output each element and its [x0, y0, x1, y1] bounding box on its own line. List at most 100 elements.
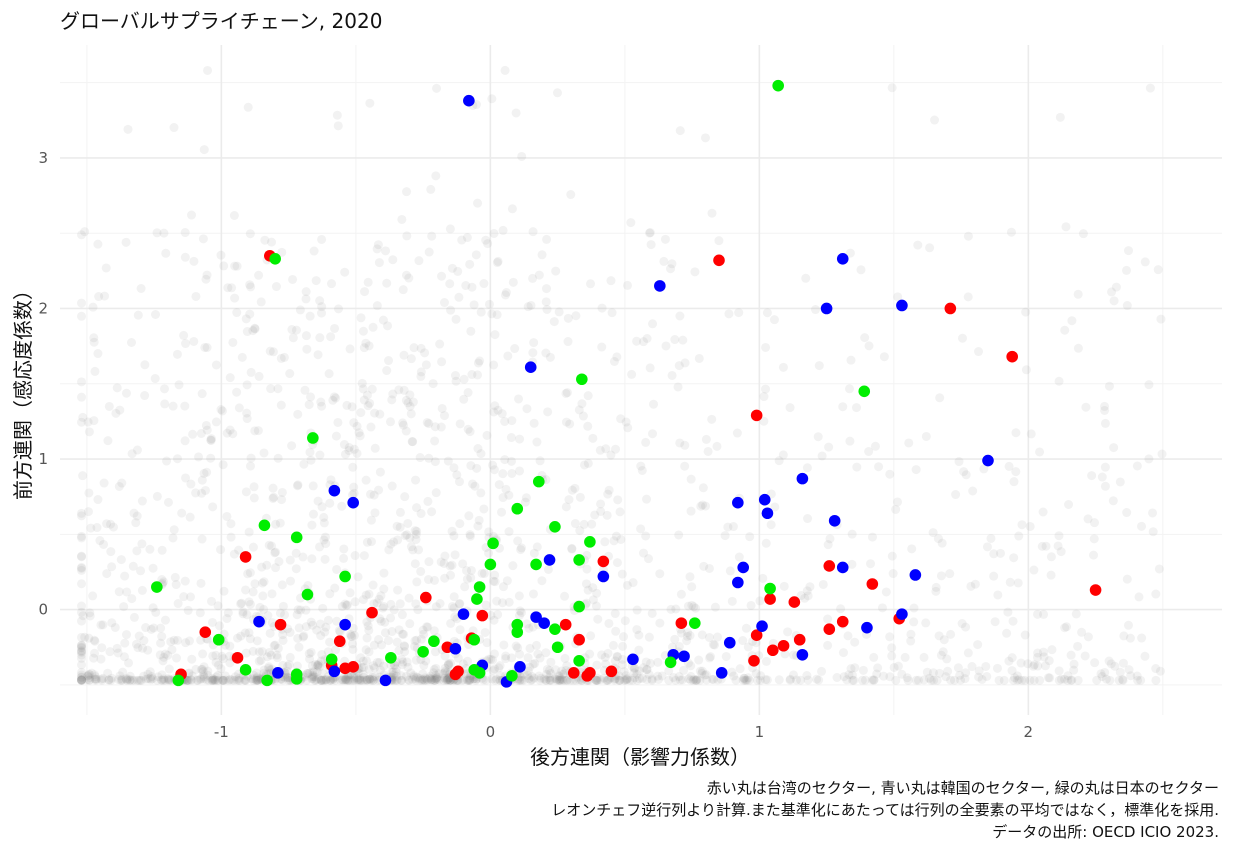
background-point: [544, 665, 554, 675]
background-point: [252, 675, 262, 685]
background-point: [416, 674, 426, 684]
background-point: [317, 302, 327, 312]
background-point: [316, 656, 326, 666]
background-point: [1062, 622, 1072, 632]
background-point: [343, 675, 353, 685]
background-point: [208, 674, 218, 684]
background-point: [422, 675, 432, 685]
background-point: [398, 657, 408, 667]
background-point: [712, 441, 722, 451]
background-point: [612, 652, 622, 662]
background-point: [368, 322, 378, 332]
background-point: [403, 518, 413, 528]
background-point: [243, 569, 253, 579]
background-point: [206, 434, 216, 444]
background-point: [549, 317, 559, 327]
background-point: [601, 675, 611, 685]
background-point: [386, 613, 396, 623]
background-point: [554, 307, 564, 317]
background-point: [406, 409, 416, 419]
background-point: [1003, 607, 1013, 617]
background-point: [400, 531, 410, 541]
background-point: [391, 675, 401, 685]
background-point: [583, 458, 593, 468]
background-point: [163, 673, 173, 683]
background-point: [391, 664, 401, 674]
background-point: [852, 462, 862, 472]
background-point: [330, 323, 340, 333]
background-point: [368, 675, 378, 685]
background-point: [346, 631, 356, 641]
background-point: [409, 672, 419, 682]
background-point: [339, 672, 349, 682]
background-point: [680, 440, 690, 450]
background-point: [213, 670, 223, 680]
background-point: [320, 532, 330, 542]
background-point: [77, 653, 87, 663]
background-point: [1020, 630, 1030, 640]
background-point: [222, 511, 232, 521]
background-point: [321, 622, 331, 632]
background-point: [133, 643, 143, 653]
background-point: [762, 675, 772, 685]
background-point: [149, 623, 159, 633]
background-point: [363, 401, 373, 411]
background-point: [404, 593, 414, 603]
background-point: [99, 478, 109, 488]
background-point: [443, 456, 453, 466]
background-point: [332, 616, 342, 626]
background-point: [349, 482, 359, 492]
background-point: [354, 675, 364, 685]
background-point: [1060, 325, 1070, 335]
background-point: [632, 669, 642, 679]
background-point: [1122, 265, 1132, 275]
background-point: [974, 666, 984, 676]
background-point: [316, 675, 326, 685]
korea-point: [796, 648, 809, 661]
background-point: [77, 675, 87, 685]
background-point: [430, 675, 440, 685]
background-point: [919, 652, 929, 662]
background-point: [219, 261, 229, 271]
background-point: [454, 477, 464, 487]
background-point: [1016, 658, 1026, 668]
background-point: [695, 666, 705, 676]
background-point: [913, 675, 923, 685]
background-point: [592, 588, 602, 598]
background-point: [541, 348, 551, 358]
background-point: [248, 542, 258, 552]
background-point: [1096, 669, 1106, 679]
background-point: [729, 671, 739, 681]
background-point: [596, 675, 606, 685]
background-point: [451, 314, 461, 324]
taiwan-point: [823, 623, 836, 635]
background-point: [313, 350, 323, 360]
background-point: [77, 640, 87, 650]
background-point: [311, 659, 321, 669]
background-point: [119, 602, 129, 612]
background-point: [366, 537, 376, 547]
background-point: [361, 590, 371, 600]
background-point: [227, 283, 237, 293]
background-point: [1002, 628, 1012, 638]
background-point: [532, 640, 542, 650]
background-point: [930, 115, 940, 125]
background-point: [550, 674, 560, 684]
background-point: [704, 563, 714, 573]
background-point: [136, 566, 146, 576]
background-point: [429, 665, 439, 675]
background-point: [90, 674, 100, 684]
background-point: [825, 534, 835, 544]
background-point: [337, 501, 347, 511]
background-point: [949, 675, 959, 685]
background-point: [258, 578, 268, 588]
background-point: [198, 234, 208, 244]
background-point: [694, 655, 704, 665]
background-point: [362, 633, 372, 643]
background-point: [523, 666, 533, 676]
background-point: [427, 507, 437, 517]
taiwan-point: [777, 639, 790, 652]
background-point: [979, 464, 989, 474]
background-point: [488, 460, 498, 470]
taiwan-point: [750, 629, 763, 642]
